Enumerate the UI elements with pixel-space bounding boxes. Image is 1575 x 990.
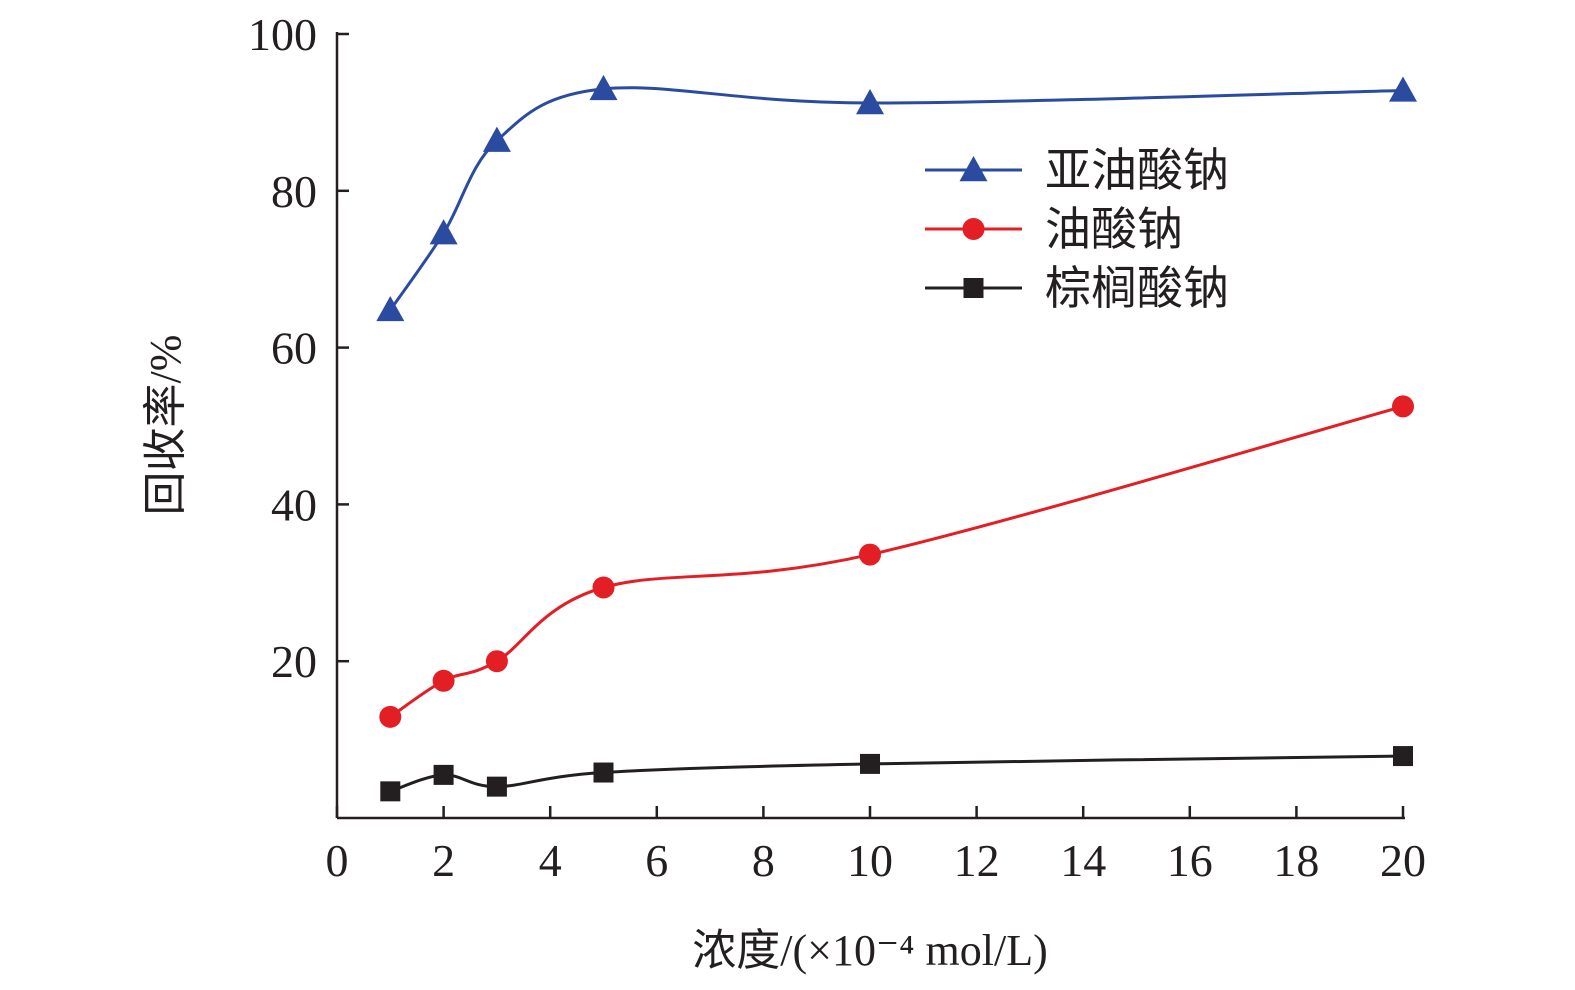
data-point <box>429 219 458 245</box>
legend-label: 棕榈酸钠 <box>1045 263 1229 314</box>
legend-label: 亚油酸钠 <box>1045 145 1229 196</box>
series-1 <box>376 74 1417 322</box>
legend-label: 油酸钠 <box>1045 204 1183 255</box>
series-2 <box>379 395 1414 728</box>
y-axis-title: 回收率/% <box>141 335 190 516</box>
x-tick-label: 18 <box>1273 835 1319 886</box>
x-tick-label: 12 <box>954 835 1000 886</box>
series-3 <box>380 746 1413 802</box>
x-tick-label: 6 <box>645 835 668 886</box>
y-tick-label: 100 <box>248 9 317 60</box>
x-tick-label: 14 <box>1060 835 1106 886</box>
data-point <box>860 753 880 774</box>
series-line <box>389 754 1404 793</box>
series-line <box>389 86 1404 311</box>
x-tick-label: 20 <box>1380 835 1426 886</box>
x-tick-label: 10 <box>847 835 893 886</box>
data-point <box>593 762 614 783</box>
legend-marker <box>963 278 984 298</box>
data-point <box>589 74 618 101</box>
legend-entry: 亚油酸钠 <box>925 145 1229 196</box>
data-point <box>376 295 405 322</box>
data-point <box>379 705 402 728</box>
data-point <box>592 576 615 599</box>
series-layer <box>376 74 1417 802</box>
data-point <box>380 781 401 802</box>
axes-layer: 0 2 4 6 8 10 12 14 16 18 20 20 40 60 80 100 <box>248 9 1426 886</box>
legend-marker <box>959 156 988 182</box>
data-point <box>1389 76 1417 102</box>
data-point <box>1393 746 1413 767</box>
data-point <box>486 776 507 797</box>
data-point <box>482 126 511 152</box>
legend-marker <box>962 218 985 240</box>
x-tick-label: 2 <box>432 835 455 886</box>
x-tick-label: 0 <box>326 835 349 886</box>
data-point <box>856 88 884 115</box>
data-point <box>1392 395 1414 418</box>
x-axis-title: 浓度/(×10⁻⁴ mol/L) <box>692 926 1047 975</box>
x-tick-label: 16 <box>1167 835 1213 886</box>
data-point <box>859 543 881 566</box>
data-point <box>433 764 454 785</box>
x-tick-label: 8 <box>752 835 775 886</box>
y-tick-label: 20 <box>271 636 317 687</box>
data-point <box>485 650 508 673</box>
series-line <box>389 404 1404 719</box>
legend-entry: 油酸钠 <box>925 204 1183 255</box>
y-tick-label: 60 <box>271 323 317 374</box>
y-tick-label: 80 <box>271 166 317 217</box>
x-tick-label: 4 <box>539 835 562 886</box>
y-tick-label: 40 <box>271 479 317 530</box>
legend-entry: 棕榈酸钠 <box>925 263 1229 314</box>
data-point <box>432 669 455 692</box>
